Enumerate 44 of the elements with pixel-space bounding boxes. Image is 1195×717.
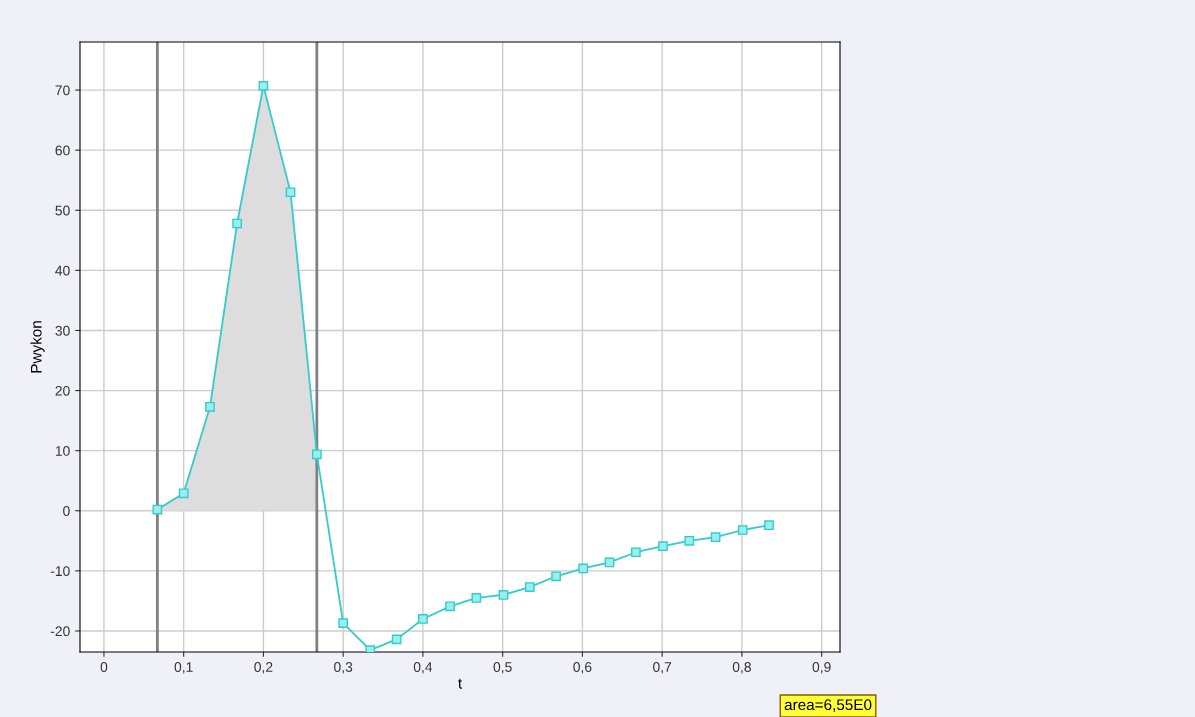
- point: [418, 614, 428, 624]
- y-tick-label: 70: [55, 85, 70, 96]
- y-tick-label: 20: [55, 385, 70, 396]
- x-tick-label: 0,4: [413, 662, 433, 674]
- point: [178, 488, 189, 499]
- y-tick-label: 10: [55, 446, 70, 456]
- y-tick-label: -20: [50, 626, 70, 637]
- x-tick-label: 0,6: [573, 662, 592, 674]
- y-tick-label: -10: [50, 566, 70, 577]
- point: [152, 504, 163, 515]
- point: [498, 590, 509, 600]
- x-tick-label: 0,1: [174, 662, 193, 674]
- point: [471, 593, 482, 603]
- point: [710, 532, 721, 543]
- point: [445, 601, 455, 612]
- point: [684, 535, 695, 546]
- point: [338, 618, 349, 629]
- point: [258, 81, 269, 91]
- x-tick-label: 0,7: [653, 662, 672, 674]
- y-tick-label: 60: [55, 145, 70, 156]
- x-tick-label: 0,5: [493, 662, 512, 674]
- point: [232, 218, 242, 229]
- y-axis-title: Pwykon: [30, 321, 45, 373]
- text: area=6,55E0: [784, 699, 872, 712]
- y-tick-label: 30: [55, 325, 70, 336]
- point: [311, 449, 322, 460]
- x-tick-label: 0,9: [812, 662, 831, 674]
- x-tick-label: 0,8: [732, 662, 751, 674]
- point: [524, 582, 535, 592]
- point: [658, 541, 668, 552]
- y-tick-label: 50: [55, 205, 70, 216]
- point: [630, 547, 641, 558]
- y-tick-label: 0: [63, 506, 70, 516]
- x-tick-label: 0: [100, 662, 108, 672]
- point: [737, 525, 748, 535]
- y-tick-label: 40: [55, 265, 70, 276]
- x-tick-label: 0,3: [334, 662, 353, 674]
- point: [551, 571, 561, 582]
- point: [285, 187, 296, 198]
- point: [764, 520, 774, 531]
- x-tick-label: 0,2: [254, 662, 273, 674]
- point: [578, 563, 589, 574]
- point: [205, 401, 215, 412]
- x-axis-title: t: [458, 678, 463, 689]
